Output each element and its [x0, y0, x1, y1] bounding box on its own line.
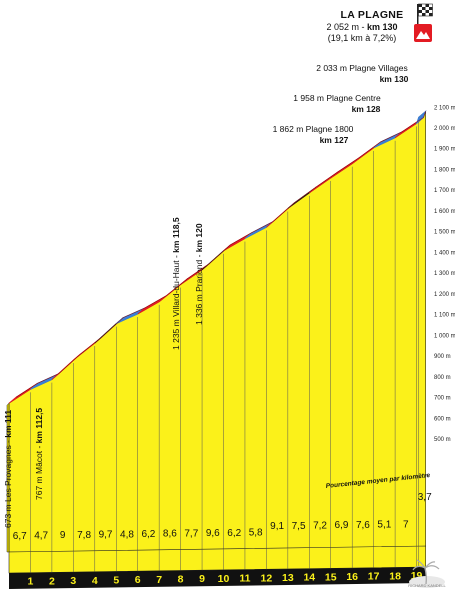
gradient-labels: 6,7 4,7 9 7,8 9,7 4,8 6,2 8,6 7,7 9,6 6,2 5,8 9,1 7,5…	[13, 492, 432, 542]
x-tick-label: 10	[218, 573, 230, 585]
x-tick-label: 2	[49, 575, 55, 587]
gradient-label: 7,8	[77, 530, 91, 541]
summit-name: LA PLAGNE	[341, 9, 404, 21]
y-tick-label: 2 000 m	[434, 126, 455, 132]
summit-block: LA PLAGNE 2 052 m - km 130 (19,1 km à 7,…	[326, 3, 433, 43]
y-tick-label: 1 000 m	[434, 333, 455, 339]
gradient-label: 6,2	[227, 528, 241, 539]
km-base-band	[8, 545, 426, 589]
waypoint-plagne-centre: 1 958 m Plagne Centre km 128	[293, 93, 381, 114]
gradient-label: 5,1	[377, 520, 391, 531]
summit-line-1: 2 052 m - km 130	[326, 22, 397, 32]
x-tick-label: 4	[92, 575, 98, 587]
y-tick-label: 700 m	[434, 396, 451, 402]
gradient-label: 9,1	[270, 521, 284, 532]
x-tick-label: 13	[282, 572, 294, 584]
road-ribbon	[8, 109, 427, 404]
y-axis-ticks: 500 m 600 m 700 m 800 m 900 m 1 000 m 1 100 m 1…	[434, 105, 455, 443]
waypoint-plagne-villages: 2 033 m Plagne Villages km 130	[316, 63, 408, 84]
y-tick-label: 1 800 m	[434, 167, 455, 173]
x-tick-label: 8	[178, 574, 184, 586]
y-tick-label: 2 100 m	[434, 105, 455, 111]
x-tick-label: 5	[113, 575, 119, 587]
y-tick-label: 1 700 m	[434, 188, 455, 194]
x-tick-label: 9	[199, 573, 205, 585]
x-tick-label: 3	[70, 575, 76, 587]
x-tick-label: 6	[135, 574, 141, 586]
x-tick-label: 19	[411, 570, 423, 582]
summit-flag-icon	[417, 3, 433, 26]
x-tick-label: 1	[28, 576, 34, 588]
y-tick-label: 900 m	[434, 354, 451, 360]
waypoint-plagne-1800: 1 862 m Plagne 1800 km 127	[273, 124, 354, 145]
y-tick-label: 1 900 m	[434, 147, 455, 153]
waypoint-plagne-centre-km: km 128	[352, 104, 381, 114]
waypoint-plagne-1800-name: 1 862 m Plagne 1800	[273, 124, 354, 134]
x-axis-km-labels: 1 2 3 4 5 6 7 8 9 10 11 12 13 14 15 16 17 18 19	[28, 570, 423, 588]
gradient-label: 7,2	[313, 521, 327, 532]
mountain-icon	[414, 24, 432, 42]
watermark-text: RICHARD KANDELL	[408, 583, 446, 588]
y-tick-label: 500 m	[434, 437, 451, 443]
gradient-label: 9,6	[206, 528, 220, 539]
waypoint-plagne-villages-name: 2 033 m Plagne Villages	[316, 63, 408, 73]
gradient-label: 7,6	[356, 520, 370, 531]
x-tick-label: 7	[156, 574, 162, 586]
gradient-label: 7,7	[184, 528, 198, 539]
y-tick-label: 600 m	[434, 416, 451, 422]
gradient-label: 6,9	[335, 520, 349, 531]
gradient-label: 9	[60, 530, 66, 541]
summit-km: km 130	[367, 22, 398, 32]
gradient-label: 5,8	[249, 527, 263, 538]
gradient-label: 7	[403, 519, 409, 530]
profile-side	[6, 402, 10, 553]
watermark: RICHARD KANDELL	[408, 559, 447, 588]
waypoint-macot: 767 m Mâcot - km 112,5	[34, 408, 44, 500]
waypoint-plagne-1800-km: km 127	[320, 135, 349, 145]
summit-altitude: 2 052 m -	[326, 22, 367, 32]
road-edge	[15, 111, 426, 398]
gradient-label: 6,7	[13, 531, 27, 542]
km-gridlines	[30, 120, 419, 552]
y-tick-label: 1 600 m	[434, 209, 455, 215]
gradient-label: 4,7	[34, 531, 48, 542]
y-tick-label: 1 400 m	[434, 250, 455, 256]
x-tick-label: 15	[325, 571, 337, 583]
waypoint-prariond: 1 336 m Prariond - km 120	[194, 223, 204, 325]
waypoint-plagne-centre-name: 1 958 m Plagne Centre	[293, 93, 381, 103]
gradient-label: 3,7	[418, 492, 432, 503]
y-tick-label: 800 m	[434, 375, 451, 381]
x-tick-label: 17	[368, 571, 380, 583]
x-tick-label: 12	[261, 572, 273, 584]
summit-line-2: (19,1 km à 7,2%)	[328, 33, 397, 43]
gradient-label: 7,5	[292, 521, 306, 532]
base-front-face	[9, 567, 426, 589]
waypoint-les-provagnes: 673 m Les Provagnes - km 111	[3, 410, 13, 528]
y-tick-label: 1 100 m	[434, 313, 455, 319]
y-tick-label: 1 300 m	[434, 271, 455, 277]
x-tick-label: 14	[303, 572, 315, 584]
gradient-label: 9,7	[99, 530, 113, 541]
x-tick-label: 16	[346, 571, 358, 583]
gradient-label: 8,6	[163, 529, 177, 540]
palm-tree-icon	[409, 559, 445, 588]
y-tick-label: 1 500 m	[434, 230, 455, 236]
waypoint-villard-du-haut: 1 235 m Villard-du-Haut - km 118,5	[171, 217, 181, 350]
y-tick-label: 1 200 m	[434, 292, 455, 298]
gradient-label: 6,2	[141, 529, 155, 540]
waypoint-plagne-villages-km: km 130	[380, 74, 409, 84]
gradient-label: 4,8	[120, 529, 134, 540]
x-tick-label: 11	[239, 573, 250, 585]
x-tick-label: 18	[389, 570, 401, 582]
